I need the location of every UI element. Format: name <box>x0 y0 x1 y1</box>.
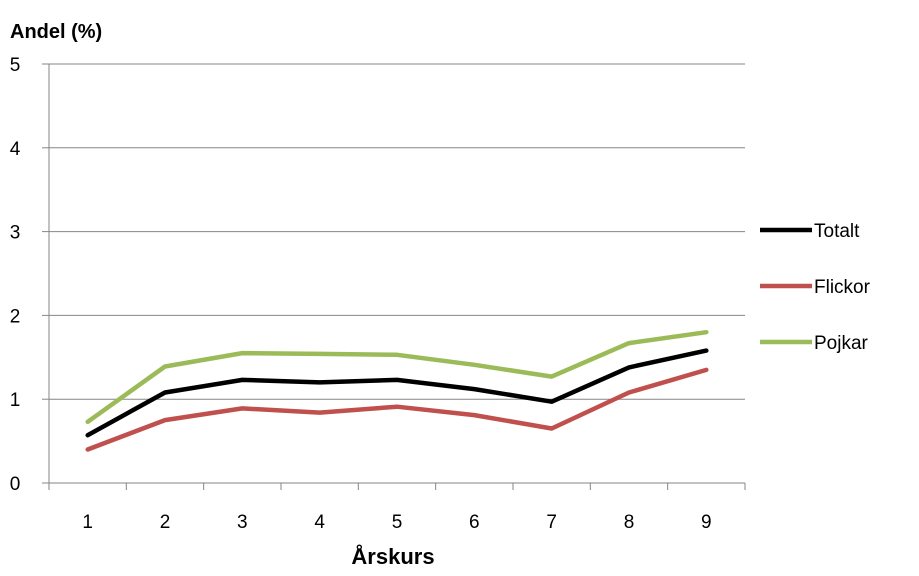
series-line-totalt <box>85 348 709 438</box>
series-line-pojkar <box>85 329 709 425</box>
series-lines <box>85 329 709 452</box>
series-line-flickor <box>85 367 709 452</box>
y-tick-label: 4 <box>10 139 21 160</box>
x-tick-label: 1 <box>82 512 93 533</box>
gridlines <box>42 63 745 484</box>
x-tick-labels: 1 2 3 4 5 6 7 8 9 <box>82 512 711 533</box>
x-tick-label: 6 <box>469 512 480 533</box>
legend: Totalt Flickor Pojkar <box>760 221 871 354</box>
y-tick-label: 1 <box>10 390 21 411</box>
x-tick-label: 5 <box>392 512 403 533</box>
x-axis-title: Årskurs <box>351 543 434 569</box>
x-tick-label: 2 <box>160 512 171 533</box>
legend-label-pojkar: Pojkar <box>814 333 869 354</box>
legend-label-totalt: Totalt <box>814 221 860 242</box>
x-tick-label: 3 <box>237 512 248 533</box>
y-tick-labels: 0 1 2 3 4 5 <box>10 55 21 495</box>
y-axis-title: Andel (%) <box>10 21 102 43</box>
x-tick-label: 9 <box>701 512 712 533</box>
y-tick-label: 0 <box>10 474 21 495</box>
x-tick-label: 7 <box>546 512 557 533</box>
y-tick-label: 5 <box>10 55 21 76</box>
legend-label-flickor: Flickor <box>814 277 871 298</box>
axes <box>48 64 746 490</box>
x-tick-label: 8 <box>624 512 635 533</box>
y-tick-label: 2 <box>10 306 21 327</box>
y-tick-label: 3 <box>10 223 21 244</box>
x-tick-label: 4 <box>314 512 325 533</box>
